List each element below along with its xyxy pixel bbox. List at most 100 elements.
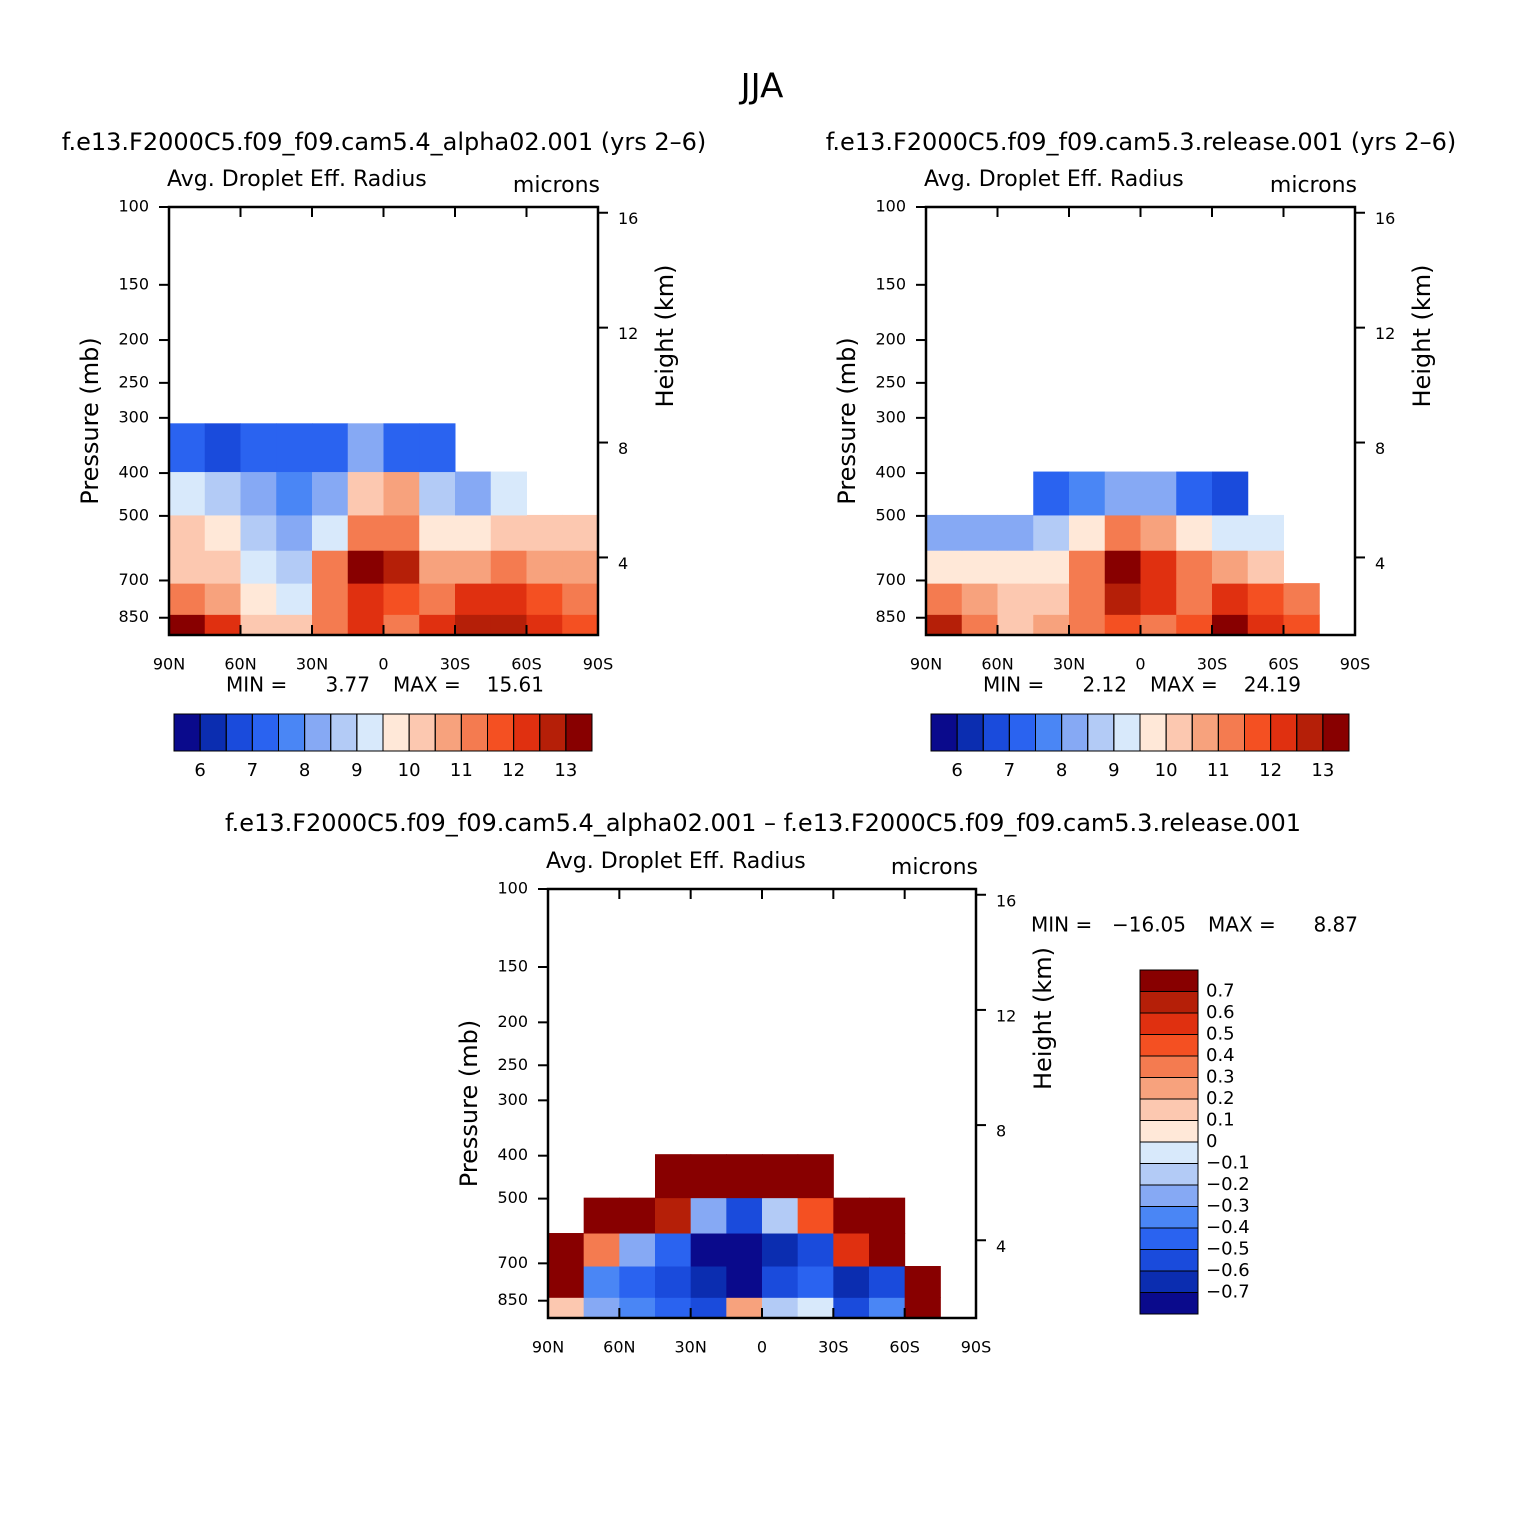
stat-label: MAX =: [1150, 673, 1218, 697]
y-tick-label: 200: [497, 1012, 528, 1031]
colorbar-box: [173, 713, 201, 752]
colorbar-box: [1191, 713, 1219, 752]
field-cell: [690, 1154, 727, 1199]
y2-axis-label: Height (km): [1029, 947, 1057, 1090]
field-cell: [526, 514, 563, 551]
colorbar-box: [1139, 1163, 1199, 1186]
colorbar-tick-label: 13: [1311, 760, 1334, 781]
colorbar-tick-label: 0.5: [1206, 1024, 1235, 1045]
y-tick-label: 150: [118, 274, 149, 293]
field-cell: [869, 1197, 906, 1234]
colorbar-tick-label: 6: [194, 760, 205, 781]
stat-value: −16.05: [1112, 913, 1186, 937]
colorbar-tick-label: 0.2: [1206, 1088, 1235, 1109]
colorbar-tick-label: −0.7: [1206, 1282, 1250, 1303]
field-cell: [455, 514, 492, 551]
colorbar-tick-label: 8: [1056, 760, 1067, 781]
field-cell: [240, 550, 277, 584]
colorbar-tick-label: 12: [1259, 760, 1282, 781]
field-cell: [1140, 471, 1177, 516]
field-cell: [833, 1197, 870, 1234]
field-cell: [726, 1297, 763, 1319]
field-cell: [347, 583, 384, 615]
field-cell: [762, 1266, 799, 1298]
stat-label: MAX =: [393, 673, 461, 697]
colorbar-box: [251, 713, 279, 752]
field-cell: [276, 614, 313, 636]
colorbar-box: [1139, 1184, 1199, 1207]
x-tick-label: 30S: [1197, 655, 1228, 674]
colorbar-tick-label: 11: [450, 760, 473, 781]
field-cell: [690, 1297, 727, 1319]
y-tick-label: 700: [118, 570, 149, 589]
field-cell: [619, 1233, 656, 1267]
field-cell: [276, 550, 313, 584]
field-cell: [926, 550, 963, 584]
colorbar-tick-label: −0.5: [1206, 1239, 1250, 1260]
field-cell: [583, 1233, 620, 1267]
y2-tick-label: 4: [1375, 554, 1385, 573]
y2-tick-label: 12: [1375, 324, 1395, 343]
y-tick-label: 500: [118, 505, 149, 524]
field-cell: [1212, 471, 1249, 516]
field-cell: [1140, 583, 1177, 615]
field-cell: [655, 1266, 692, 1298]
field-cell: [797, 1266, 834, 1298]
field-cell: [797, 1233, 834, 1267]
field-cell: [1069, 614, 1106, 636]
y-tick-label: 700: [497, 1253, 528, 1272]
field-cell: [583, 1266, 620, 1298]
field-cell: [347, 471, 384, 516]
y-tick-label: 300: [118, 407, 149, 426]
colorbar-box: [460, 713, 488, 752]
colorbar-box: [382, 713, 410, 752]
y2-tick-label: 8: [618, 439, 628, 458]
colorbar-box: [278, 713, 306, 752]
field-cell: [383, 471, 420, 516]
colorbar-box: [1139, 713, 1167, 752]
colorbar-box: [1087, 713, 1115, 752]
colorbar-box: [199, 713, 227, 752]
y-axis-label: Pressure (mb): [76, 337, 104, 504]
field-cell: [1033, 614, 1070, 636]
y-tick-label: 300: [875, 407, 906, 426]
y-tick-label: 850: [875, 607, 906, 626]
field-cell: [1104, 583, 1141, 615]
y-tick-label: 150: [875, 274, 906, 293]
field-cell: [655, 1297, 692, 1319]
field-cell: [762, 1233, 799, 1267]
y-tick-label: 850: [497, 1290, 528, 1309]
colorbar-box: [513, 713, 541, 752]
field-cell: [619, 1197, 656, 1234]
y-axis-label: Pressure (mb): [455, 1020, 483, 1187]
colorbar-tick-label: 10: [1155, 760, 1178, 781]
field-cell: [490, 550, 527, 584]
colorbar-box: [1008, 713, 1036, 752]
field-cell: [169, 423, 206, 473]
field-cell: [383, 583, 420, 615]
y2-tick-label: 12: [996, 1006, 1016, 1025]
field-cell: [1212, 614, 1249, 636]
field-cell: [1140, 514, 1177, 551]
field-cell: [1176, 514, 1213, 551]
field-cell: [1033, 583, 1070, 615]
field-cell: [383, 550, 420, 584]
colorbar-box: [1139, 1098, 1199, 1121]
field-cell: [1033, 550, 1070, 584]
field-cell: [1176, 471, 1213, 516]
colorbar-box: [1139, 1292, 1199, 1315]
field-cell: [1212, 514, 1249, 551]
field-cell: [690, 1197, 727, 1234]
y-tick-label: 100: [497, 879, 528, 898]
field-cell: [690, 1233, 727, 1267]
colorbar-tick-label: 6: [951, 760, 962, 781]
colorbar-tick-label: 0.1: [1206, 1110, 1235, 1131]
field-cell: [726, 1266, 763, 1298]
field-cell: [583, 1197, 620, 1234]
colorbar-box: [1270, 713, 1298, 752]
field-cell: [383, 423, 420, 473]
x-tick-label: 60S: [889, 1338, 920, 1357]
field-cell: [169, 583, 206, 615]
field-cell: [997, 514, 1034, 551]
field-cell: [833, 1233, 870, 1267]
